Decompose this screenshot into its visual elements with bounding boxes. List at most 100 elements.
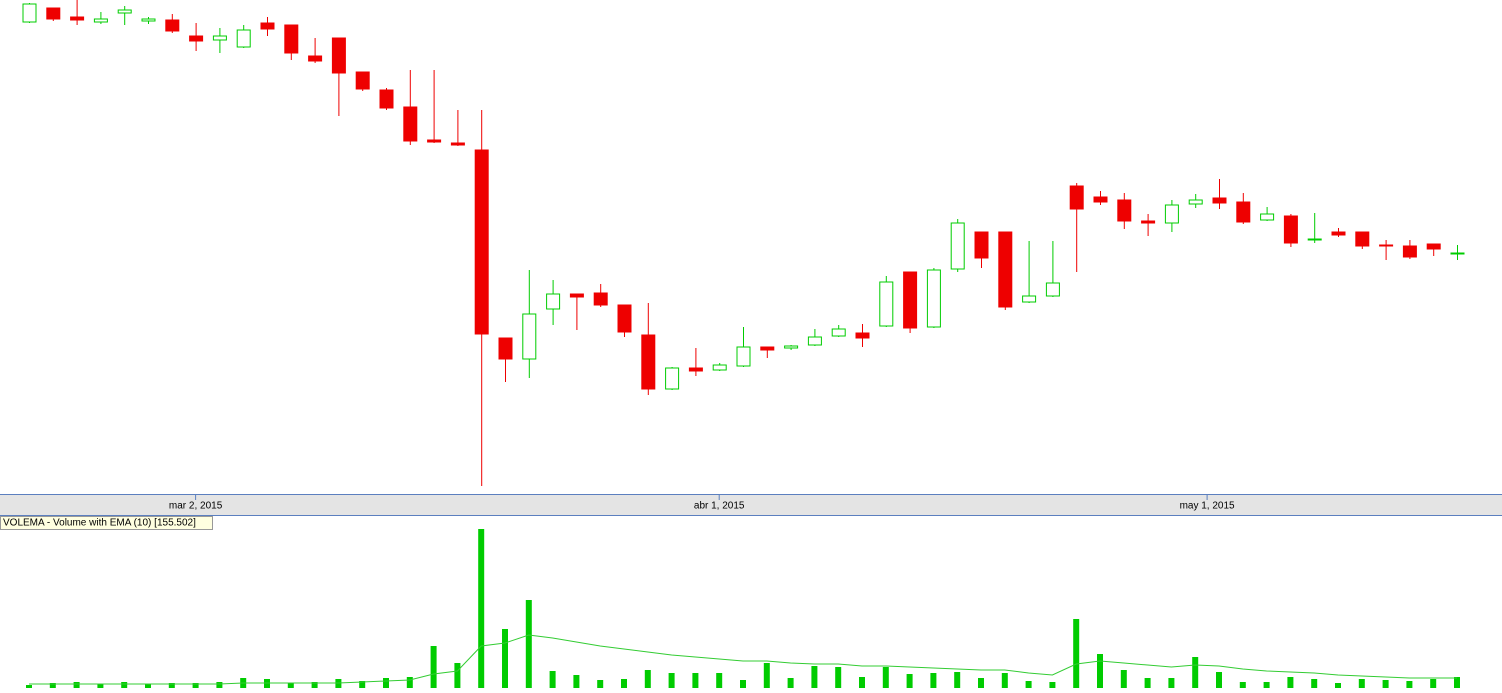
volume-bar (882, 667, 889, 688)
volume-bar (811, 666, 818, 688)
volume-bar (311, 682, 318, 688)
volume-bar (573, 675, 580, 688)
candle-body (141, 18, 156, 22)
volume-bar (859, 677, 865, 688)
volume-bar (26, 685, 32, 688)
candle-body (1283, 215, 1298, 244)
volume-bar (740, 680, 746, 688)
candle-body (831, 328, 846, 337)
volume-bar (1239, 682, 1246, 688)
volume-bar (1216, 672, 1222, 688)
candle-body (1236, 201, 1251, 223)
volume-bar (1168, 678, 1175, 688)
candle-body (569, 293, 584, 298)
volume-bar (1406, 681, 1413, 688)
candle-body (807, 336, 822, 346)
volume-bar (1430, 679, 1437, 688)
volume-bar (73, 682, 80, 688)
candle-body (974, 231, 989, 259)
volume-bar (1120, 670, 1127, 688)
volume-bar (168, 683, 175, 688)
candle-body (189, 35, 204, 42)
volume-bar (787, 678, 794, 688)
candle-body (1164, 204, 1179, 224)
volume-bar (597, 680, 604, 688)
candle-body (1093, 196, 1108, 203)
volume-bar (1382, 680, 1389, 688)
volume-bar (287, 683, 294, 688)
volume-bar (97, 684, 104, 688)
candle-body (1426, 243, 1441, 250)
volume-bar (835, 667, 842, 688)
volume-bar (502, 629, 508, 688)
volume-bar (1263, 682, 1270, 688)
candle-body (1212, 197, 1227, 204)
candle-body (403, 106, 418, 142)
candle-body (593, 292, 608, 306)
x-tick-label: mar 2, 2015 (169, 501, 223, 512)
x-axis-band (0, 494, 1502, 516)
candle-body (1331, 231, 1346, 236)
volume-bar (1358, 679, 1365, 688)
candle-body (1117, 199, 1132, 222)
volume-bar (525, 600, 532, 688)
volume-bar (954, 672, 961, 688)
ema-line (29, 634, 1457, 685)
indicator-label: VOLEMA - Volume with EMA (10) [155.502] (3, 518, 196, 529)
candle-body (736, 346, 751, 367)
volume-bar (906, 674, 913, 688)
candle-body (308, 55, 323, 62)
volume-bar (1311, 679, 1318, 688)
candle-body (450, 142, 465, 146)
candle-body (1022, 295, 1037, 303)
volume-bar (383, 678, 389, 688)
candle-body (379, 89, 394, 109)
candle-body (1045, 282, 1060, 297)
candle-body (1307, 238, 1322, 241)
candle-body (950, 222, 965, 270)
candle-body (1188, 199, 1203, 205)
volume-bar (1025, 681, 1032, 688)
indicator-label-box (0, 516, 213, 530)
volume-bar (621, 679, 627, 688)
candle-body (46, 7, 61, 20)
volume-bar (692, 673, 699, 688)
candle-body (165, 19, 180, 32)
candle-body (284, 24, 299, 54)
candle-body (260, 22, 275, 30)
volume-bar (763, 663, 770, 688)
candle-body (688, 367, 703, 372)
candle-body (117, 9, 132, 14)
volume-bar (1335, 683, 1341, 688)
volume-bar (1192, 657, 1199, 688)
x-tick-label: may 1, 2015 (1180, 501, 1235, 512)
candle-body (855, 332, 870, 339)
volume-bar (716, 673, 723, 688)
candle-body (1260, 213, 1275, 221)
volume-bar (1001, 673, 1008, 688)
candle-body (22, 3, 37, 23)
volume-bar (430, 646, 437, 688)
volume-bar (930, 673, 937, 688)
volume-bar (192, 683, 199, 688)
candle-body (903, 271, 918, 329)
candle-body (546, 293, 561, 310)
volume-bar (1097, 654, 1103, 688)
x-tick-label: abr 1, 2015 (694, 501, 745, 512)
candle-body (522, 313, 537, 360)
volume-bar (145, 684, 151, 688)
volume-bar (1454, 677, 1460, 688)
candle-body (498, 337, 513, 360)
candle-body (1379, 244, 1394, 247)
candle-body (474, 149, 489, 335)
volume-bar (359, 681, 366, 688)
volume-bar (454, 663, 461, 688)
volume-bar (478, 529, 485, 688)
volume-bar (1144, 678, 1151, 688)
candle-body (641, 334, 656, 390)
candle-body (236, 29, 251, 48)
candle-body (212, 35, 227, 41)
candle-body (1450, 252, 1465, 255)
volume-bar (216, 682, 223, 688)
